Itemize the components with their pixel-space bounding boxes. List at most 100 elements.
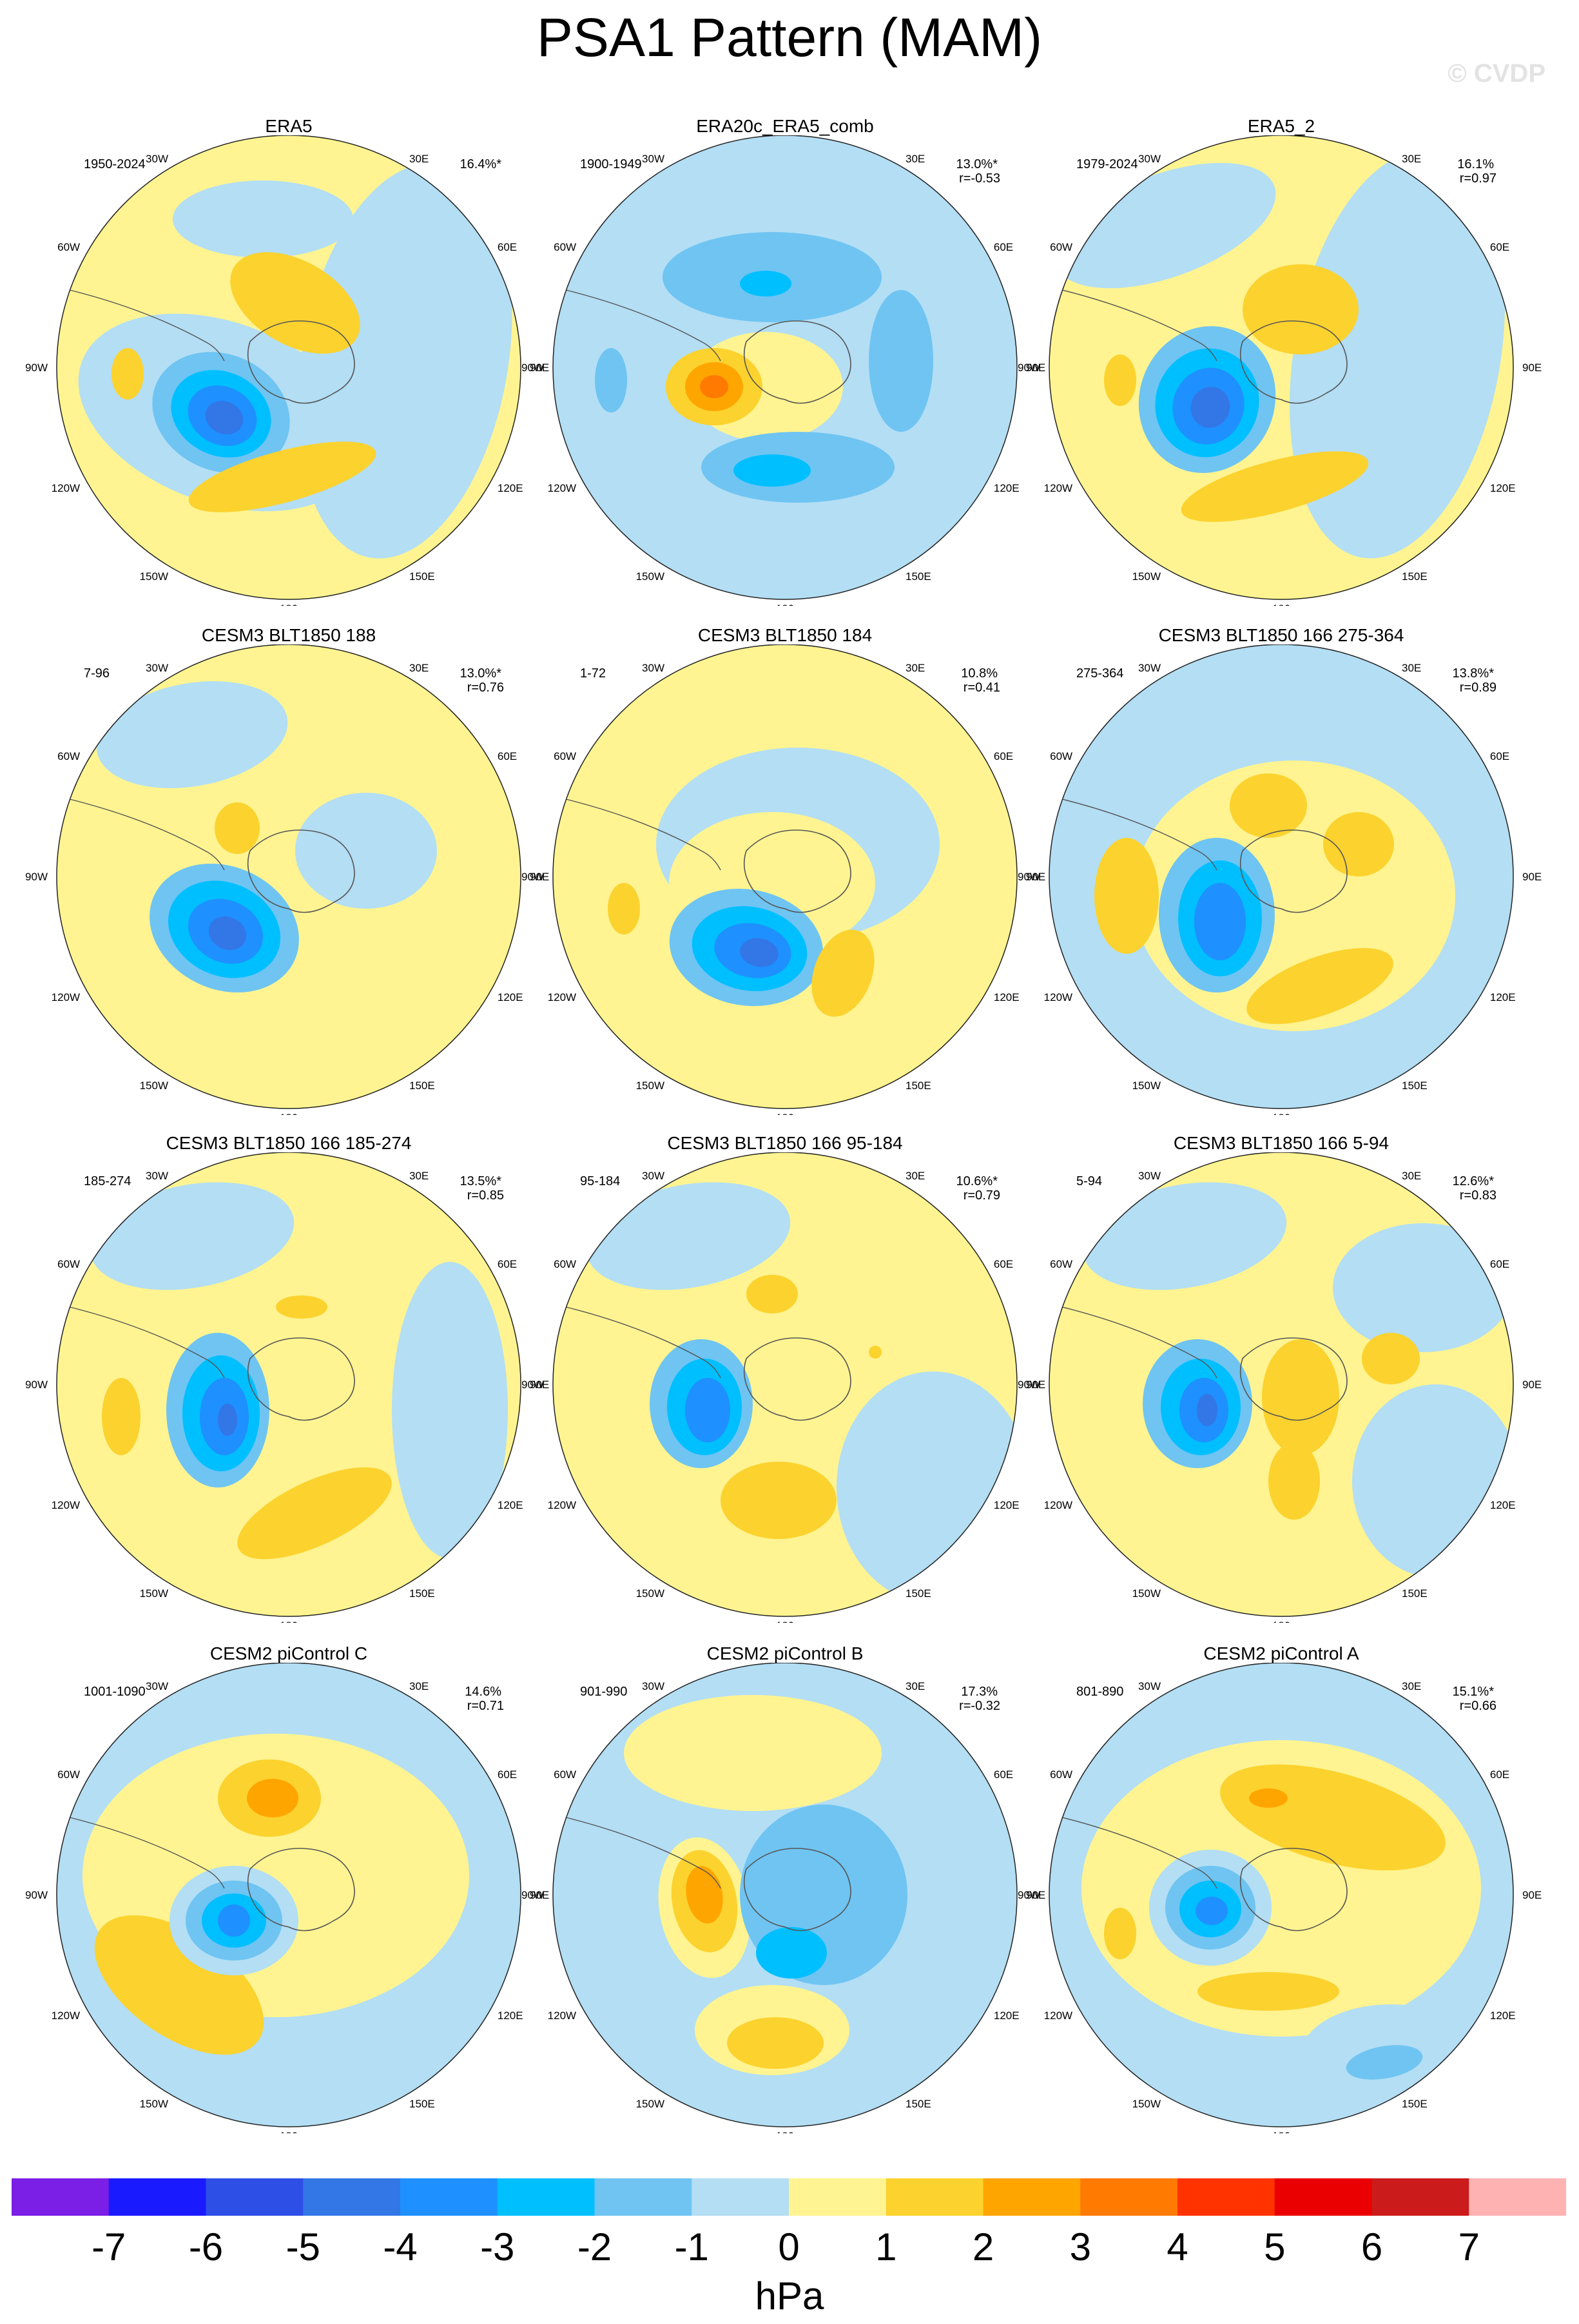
panel-year-range: 7-96 [84, 666, 110, 681]
colorbar-tick: 6 [1361, 2225, 1383, 2269]
longitude-label: 150E [409, 2098, 435, 2110]
antarctica-coastline [1239, 1848, 1348, 1932]
polar-map: 030E60E90E120E150E180150W120W90W60W30W [1018, 135, 1542, 606]
longitude-label: 150E [906, 1587, 931, 1600]
cvdp-watermark: © CVDP [1448, 59, 1545, 88]
longitude-label: 60E [498, 1768, 517, 1781]
panel-title: CESM3 BLT1850 166 95-184 [667, 1133, 903, 1153]
longitude-label: 150E [906, 570, 931, 583]
longitude-label: 120W [1044, 482, 1072, 494]
contour-region [208, 916, 247, 950]
longitude-label: 60W [57, 1768, 80, 1781]
panel-variance-explained: 13.0%* [956, 157, 998, 171]
map-border [56, 135, 521, 600]
longitude-label: 60E [1490, 750, 1509, 762]
panel-variance-explained: 12.6%* [1452, 1174, 1495, 1188]
longitude-label: 120E [1490, 1499, 1516, 1511]
colorbar [12, 2178, 1566, 2216]
longitude-label: 120E [498, 991, 523, 1003]
longitude-label: 180 [1272, 603, 1290, 606]
contour-region [1082, 1182, 1287, 1290]
panel-variance-explained: 14.6% [465, 1685, 501, 1699]
longitude-label: 30E [906, 1680, 925, 1692]
longitude-label: 60W [1050, 1258, 1072, 1270]
polar-map: 030E60E90E120E150E180150W120W90W60W30W [26, 1152, 549, 1623]
longitude-label: 30E [1402, 1170, 1421, 1182]
longitude-label: 180 [1272, 1112, 1290, 1115]
contour-region [1094, 838, 1159, 954]
panel-year-range: 1001-1090 [84, 1685, 146, 1699]
map-border [552, 1663, 1018, 2127]
map-border [1049, 644, 1514, 1109]
panel-pattern-correlation: r=0.79 [963, 1188, 1000, 1203]
contour-region [1197, 1394, 1217, 1426]
longitude-label: 30E [409, 153, 429, 165]
colorbar-segment [692, 2178, 790, 2216]
colorbar-segment [12, 2178, 110, 2216]
colorbar-segment [108, 2178, 206, 2216]
south-america-coastline [1061, 289, 1217, 362]
panel-title: CESM3 BLT1850 166 185-274 [166, 1133, 412, 1153]
longitude-label: 120E [1490, 991, 1516, 1003]
panel-year-range: 1950-2024 [84, 157, 146, 171]
contour-region [686, 1866, 723, 1924]
longitude-label: 90E [1522, 362, 1542, 374]
polar-map: 030E60E90E120E150E180150W120W90W60W30W [1018, 1663, 1542, 2133]
contour-region [173, 180, 353, 258]
longitude-label: 30E [1402, 662, 1421, 674]
longitude-label: 60W [1050, 241, 1072, 253]
contour-region [1190, 387, 1230, 428]
contour-region [1054, 162, 1276, 289]
longitude-label: 30W [146, 662, 168, 674]
colorbar-segment [206, 2178, 304, 2216]
contour-region [608, 883, 640, 934]
longitude-label: 150E [409, 570, 435, 583]
south-america-coastline [565, 1817, 721, 1889]
longitude-label: 90W [1018, 871, 1040, 883]
map-panel: ERA5_21979-202416.1%r=0.97030E60E90E120E… [1018, 103, 1544, 606]
polar-map: 030E60E90E120E150E180150W120W90W60W30W [26, 1663, 549, 2133]
longitude-label: 180 [280, 603, 298, 606]
longitude-label: 60E [1490, 1768, 1509, 1781]
antarctica-coastline [247, 1848, 355, 1932]
longitude-label: 120E [498, 482, 523, 494]
contour-region [295, 793, 437, 909]
colorbar-tick: 4 [1167, 2225, 1188, 2269]
contour-region [740, 271, 791, 296]
panel-pattern-correlation: r=0.97 [1459, 171, 1497, 186]
longitude-label: 120E [994, 1499, 1020, 1511]
contour-region [740, 938, 779, 967]
longitude-label: 30E [409, 662, 429, 674]
longitude-label: 30E [1402, 153, 1421, 165]
panel-variance-explained: 10.8% [961, 666, 998, 681]
longitude-label: 150W [1132, 1587, 1161, 1600]
colorbar-tick: -1 [674, 2225, 709, 2269]
longitude-label: 90W [522, 871, 544, 883]
colorbar-tick: 3 [1069, 2225, 1091, 2269]
longitude-label: 150W [140, 1080, 168, 1092]
contour-region [205, 401, 244, 434]
longitude-label: 120E [994, 482, 1020, 494]
colorbar-tick: -5 [286, 2225, 320, 2269]
longitude-label: 90W [26, 1889, 48, 1901]
polar-map: 030E60E90E120E150E180150W120W90W60W30W [26, 135, 549, 606]
antarctica-coastline [1239, 1337, 1348, 1421]
panel-variance-explained: 15.1%* [1452, 1685, 1495, 1699]
contour-region [1104, 1908, 1136, 1959]
contour-region [1323, 812, 1394, 876]
panel-pattern-correlation: r=0.71 [467, 1699, 504, 1713]
antarctica-coastline [247, 829, 355, 913]
south-america-coastline [1061, 1817, 1217, 1889]
longitude-label: 30E [409, 1680, 429, 1692]
panel-pattern-correlation: r=-0.32 [959, 1699, 1000, 1713]
colorbar-tick: -7 [92, 2225, 126, 2269]
contour-region [700, 375, 728, 398]
contour-region [1197, 1972, 1339, 2011]
longitude-label: 90E [1026, 871, 1045, 883]
map-border [56, 1152, 521, 1617]
south-america-coastline [565, 289, 721, 362]
panel-title: CESM2 piControl B [706, 1643, 864, 1663]
longitude-label: 150E [1402, 1080, 1428, 1092]
colorbar-tick: 0 [778, 2225, 800, 2269]
longitude-label: 150W [140, 1587, 168, 1600]
